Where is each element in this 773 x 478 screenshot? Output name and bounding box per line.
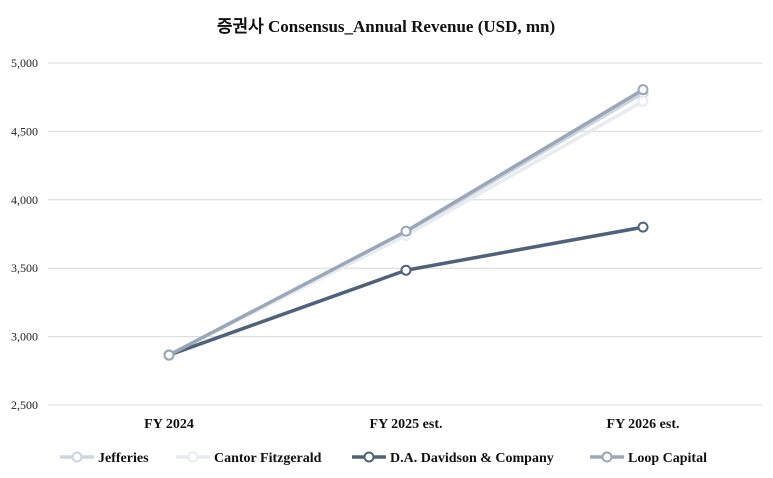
data-point — [637, 84, 649, 96]
legend-label: Jefferies — [98, 451, 149, 466]
legend-item: Loop Capital — [590, 451, 707, 466]
y-tick-label: 4,000 — [11, 193, 38, 207]
legend: Jefferies Cantor Fitzgerald D.A. Davidson … — [60, 451, 707, 466]
data-point — [400, 264, 412, 276]
chart-title: 증권사 Consensus_Annual Revenue (USD, mn) — [217, 17, 555, 36]
series-layer — [163, 84, 649, 361]
legend-swatch-marker — [601, 451, 613, 463]
legend-item: D.A. Davidson & Company — [352, 451, 554, 466]
legend-label: D.A. Davidson & Company — [390, 451, 554, 466]
legend-swatch-marker — [71, 451, 83, 463]
y-axis: 2,500 3,000 3,500 4,000 4,500 5,000 — [11, 56, 38, 412]
legend-item: Jefferies — [60, 451, 149, 466]
x-tick-label: FY 2026 est. — [607, 417, 680, 432]
x-axis: FY 2024 FY 2025 est. FY 2026 est. — [144, 417, 679, 432]
series-2 — [163, 221, 649, 361]
y-tick-label: 3,000 — [11, 330, 38, 344]
y-tick-label: 2,500 — [11, 398, 38, 412]
data-point — [637, 221, 649, 233]
legend-item: Cantor Fitzgerald — [176, 451, 322, 466]
y-tick-label: 5,000 — [11, 56, 38, 70]
data-point — [163, 349, 175, 361]
legend-swatch-marker — [187, 451, 199, 463]
y-tick-label: 3,500 — [11, 261, 38, 275]
series-line — [167, 225, 645, 357]
data-point — [400, 225, 412, 237]
legend-label: Loop Capital — [628, 451, 707, 466]
data-point — [637, 95, 649, 107]
y-tick-label: 4,500 — [11, 124, 38, 138]
legend-swatch-marker — [363, 451, 375, 463]
x-tick-label: FY 2025 est. — [370, 417, 443, 432]
series-line — [167, 87, 645, 357]
x-tick-label: FY 2024 — [144, 417, 194, 432]
legend-label: Cantor Fitzgerald — [214, 451, 322, 466]
series-3 — [163, 84, 649, 361]
